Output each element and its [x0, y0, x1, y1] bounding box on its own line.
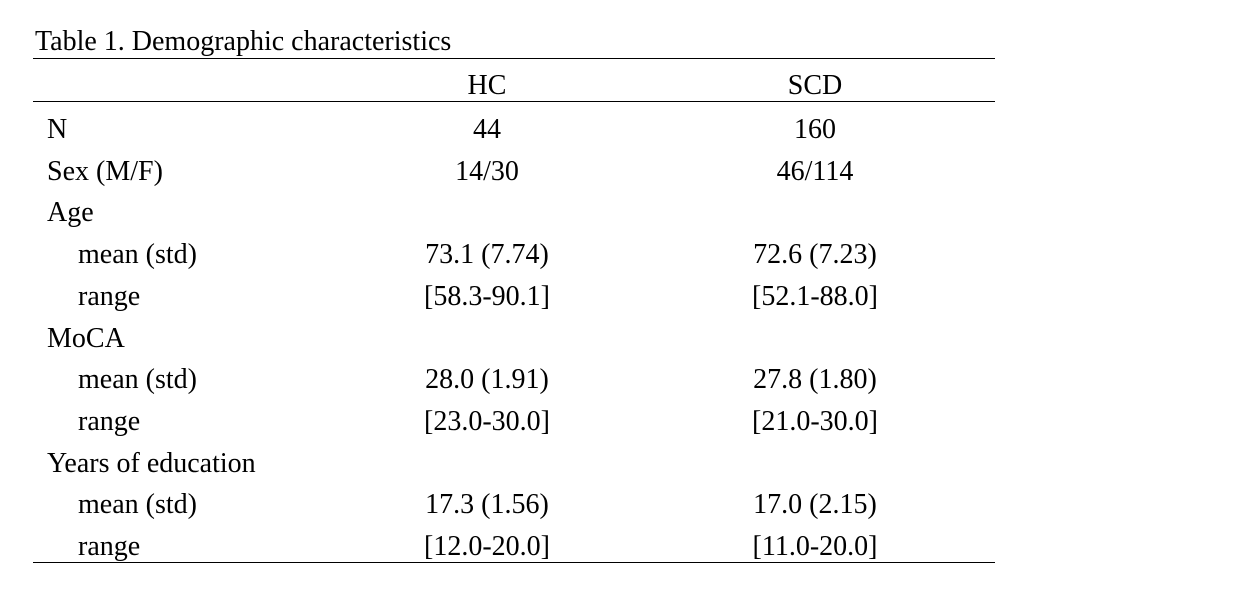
sub-row-label: range [78, 405, 141, 437]
row-label: N [47, 114, 68, 145]
table-title: Table 1. Demographic characteristics [35, 26, 452, 57]
cell: 160 [794, 114, 836, 145]
cell: [23.0-30.0] [424, 405, 550, 437]
cell: 73.1 (7.74) [425, 239, 549, 271]
cell: 44 [473, 114, 501, 145]
row-label: Years of education [47, 447, 256, 479]
column-header: HC [467, 70, 507, 101]
cell: 14/30 [455, 155, 519, 187]
sub-row-label: range [78, 280, 141, 312]
cell: [11.0-20.0] [752, 531, 878, 562]
header-rule [33, 101, 995, 102]
cell: 17.0 (2.15) [753, 489, 877, 521]
cell: [52.1-88.0] [752, 280, 878, 312]
sub-row-label: mean (std) [78, 364, 197, 396]
top-rule [33, 58, 995, 59]
sub-row-label: mean (std) [78, 489, 197, 521]
sub-row-label: mean (std) [78, 239, 197, 271]
row-label: Age [47, 197, 94, 229]
cell: 72.6 (7.23) [753, 239, 877, 271]
row-label: MoCA [47, 322, 125, 354]
column-header: SCD [787, 70, 843, 101]
cell: 28.0 (1.91) [425, 364, 549, 396]
cell: [58.3-90.1] [424, 280, 550, 312]
bottom-rule [33, 562, 995, 563]
cell: [21.0-30.0] [752, 405, 878, 437]
cell: [12.0-20.0] [424, 531, 550, 562]
cell: 17.3 (1.56) [425, 489, 549, 521]
sub-row-label: range [78, 531, 141, 562]
cell: 27.8 (1.80) [753, 364, 877, 396]
row-label: Sex (M/F) [47, 155, 163, 187]
cell: 46/114 [776, 155, 854, 187]
